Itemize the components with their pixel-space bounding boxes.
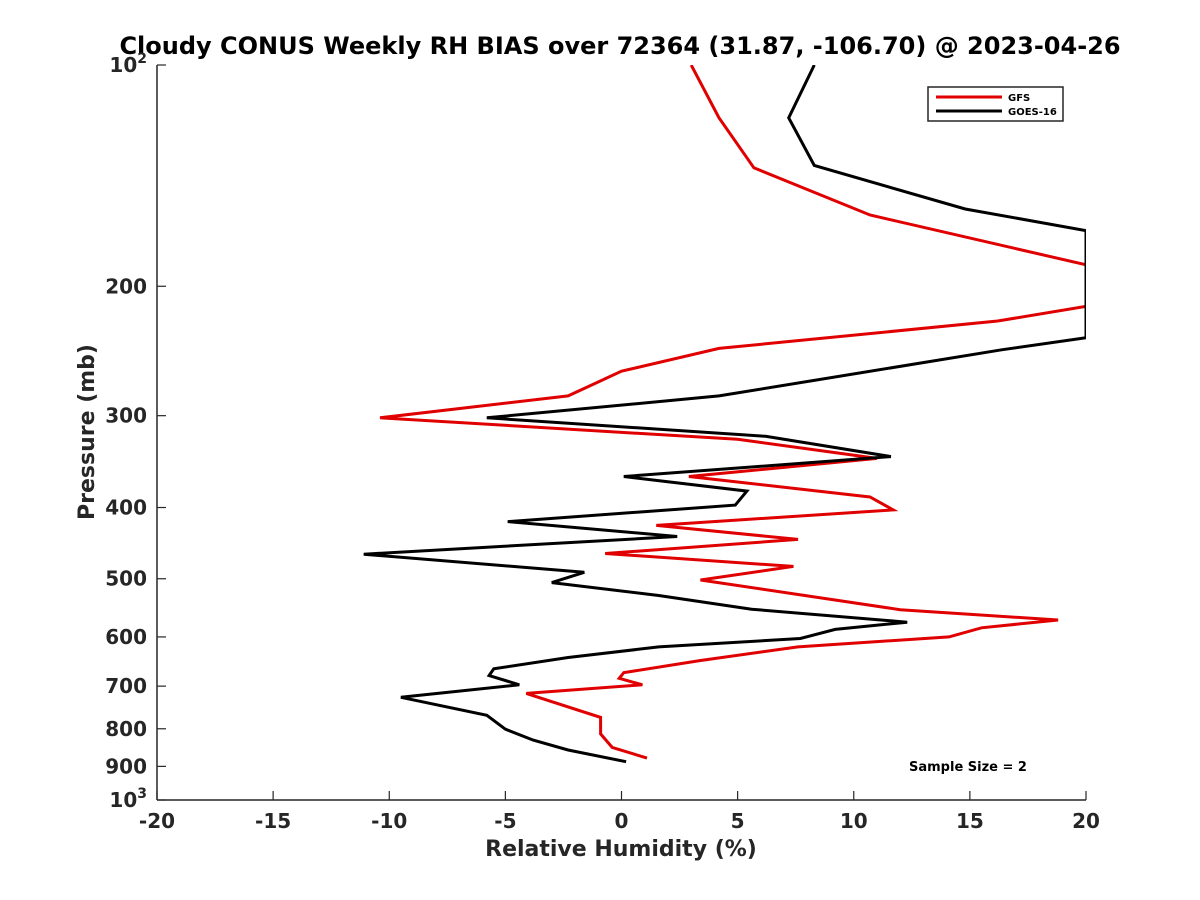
y-tick-label: 600 [105,625,147,649]
x-tick-label: -20 [139,809,175,833]
series-line-goes-16 [363,65,1086,764]
x-tick-label: -15 [255,809,291,833]
chart-title: Cloudy CONUS Weekly RH BIAS over 72364 (… [119,32,1120,60]
y-tick-label: 700 [105,674,147,698]
x-tick-label: 10 [840,809,868,833]
y-tick-label: 900 [105,754,147,778]
x-tick-label: 15 [956,809,984,833]
y-tick-label: 800 [105,717,147,741]
plot-area: -20 -15 -10 -5 0 5 10 15 20 102 200 300 400 500 600 700… [105,51,1100,833]
x-tick-label: 20 [1072,809,1100,833]
y-axis-label: Pressure (mb) [75,344,100,520]
x-tick-label: -10 [371,809,407,833]
y-tick-label: 102 [109,51,147,77]
y-tick-label: 400 [105,496,147,520]
legend-box [927,86,1064,122]
legend: GFS GOES-16 [927,86,1064,122]
sample-size-annotation: Sample Size = 2 [909,760,1027,775]
y-tick-label: 200 [105,274,147,298]
x-tick-label: 5 [731,809,745,833]
series-line-gfs [379,65,1086,760]
legend-label: GFS [1008,93,1030,104]
y-tick-label: 500 [105,567,147,591]
x-tick-label: -5 [494,809,516,833]
legend-label: GOES-16 [1008,107,1057,118]
y-tick-label: 103 [109,786,147,812]
x-axis-label: Relative Humidity (%) [485,837,757,862]
y-tick-label: 300 [105,404,147,428]
x-tick-label: 0 [615,809,629,833]
